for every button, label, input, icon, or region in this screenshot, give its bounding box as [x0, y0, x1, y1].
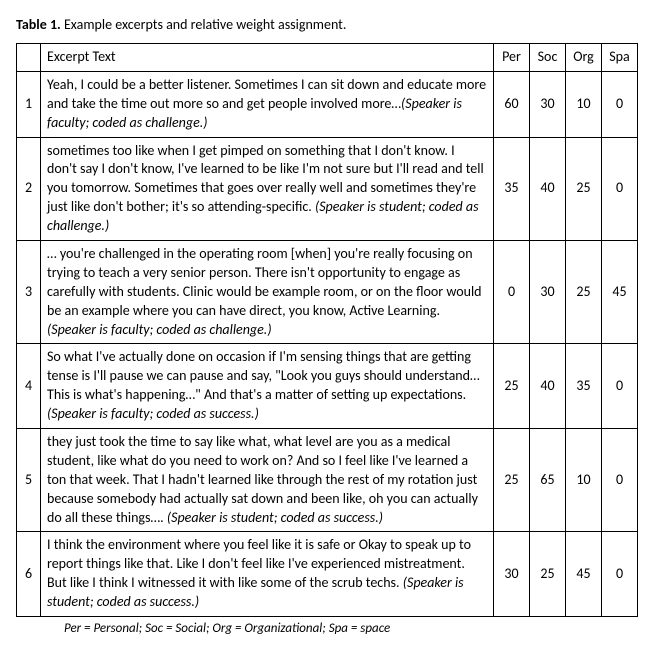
table-row: 5they just took the time to say like wha…	[17, 429, 638, 532]
excerpt-cell: I think the environment where you feel l…	[41, 532, 494, 617]
excerpt-cell: Yeah, I could be a better listener. Some…	[41, 71, 494, 137]
table-footnote: Per = Personal; Soc = Social; Org = Orga…	[64, 621, 638, 636]
cell-org: 35	[566, 344, 602, 429]
cell-per: 0	[494, 241, 530, 344]
excerpt-cell: they just took the time to say like what…	[41, 429, 494, 532]
cell-org: 10	[566, 71, 602, 137]
cell-per: 25	[494, 344, 530, 429]
cell-org: 45	[566, 532, 602, 617]
header-spa: Spa	[602, 44, 638, 72]
cell-org: 25	[566, 137, 602, 240]
table-row: 3… you're challenged in the operating ro…	[17, 241, 638, 344]
cell-soc: 30	[530, 71, 566, 137]
cell-org: 25	[566, 241, 602, 344]
header-excerpt: Excerpt Text	[41, 44, 494, 72]
row-index: 1	[17, 71, 41, 137]
row-index: 6	[17, 532, 41, 617]
table-caption-text: Example excerpts and relative weight ass…	[64, 16, 346, 33]
row-index: 2	[17, 137, 41, 240]
excerpt-annotation: (Speaker is faculty; coded as success.)	[47, 405, 259, 422]
header-blank	[17, 44, 41, 72]
excerpt-annotation: (Speaker is faculty; coded as challenge.…	[47, 321, 272, 338]
header-per: Per	[494, 44, 530, 72]
header-row: Excerpt Text Per Soc Org Spa	[17, 44, 638, 72]
cell-spa: 0	[602, 344, 638, 429]
excerpt-cell: sometimes too like when I get pimped on …	[41, 137, 494, 240]
table-row: 1Yeah, I could be a better listener. Som…	[17, 71, 638, 137]
row-index: 3	[17, 241, 41, 344]
cell-spa: 0	[602, 429, 638, 532]
cell-org: 10	[566, 429, 602, 532]
row-index: 5	[17, 429, 41, 532]
table-row: 4So what I've actually done on occasion …	[17, 344, 638, 429]
header-org: Org	[566, 44, 602, 72]
excerpt-cell: So what I've actually done on occasion i…	[41, 344, 494, 429]
excerpt-text: … you're challenged in the operating roo…	[47, 245, 482, 319]
row-index: 4	[17, 344, 41, 429]
cell-per: 30	[494, 532, 530, 617]
cell-soc: 25	[530, 532, 566, 617]
cell-spa: 0	[602, 532, 638, 617]
cell-per: 60	[494, 71, 530, 137]
excerpt-annotation: (Speaker is student; coded as success.)	[167, 509, 383, 526]
cell-soc: 65	[530, 429, 566, 532]
cell-spa: 0	[602, 71, 638, 137]
cell-per: 25	[494, 429, 530, 532]
cell-per: 35	[494, 137, 530, 240]
excerpt-cell: … you're challenged in the operating roo…	[41, 241, 494, 344]
header-soc: Soc	[530, 44, 566, 72]
table-label: Table 1.	[16, 16, 61, 33]
excerpt-text: So what I've actually done on occasion i…	[47, 348, 480, 403]
cell-soc: 40	[530, 137, 566, 240]
table-caption: Table 1. Example excerpts and relative w…	[16, 16, 638, 33]
table-row: 2sometimes too like when I get pimped on…	[17, 137, 638, 240]
cell-soc: 30	[530, 241, 566, 344]
cell-spa: 45	[602, 241, 638, 344]
excerpt-table: Excerpt Text Per Soc Org Spa 1Yeah, I co…	[16, 43, 638, 617]
table-row: 6I think the environment where you feel …	[17, 532, 638, 617]
cell-soc: 40	[530, 344, 566, 429]
cell-spa: 0	[602, 137, 638, 240]
